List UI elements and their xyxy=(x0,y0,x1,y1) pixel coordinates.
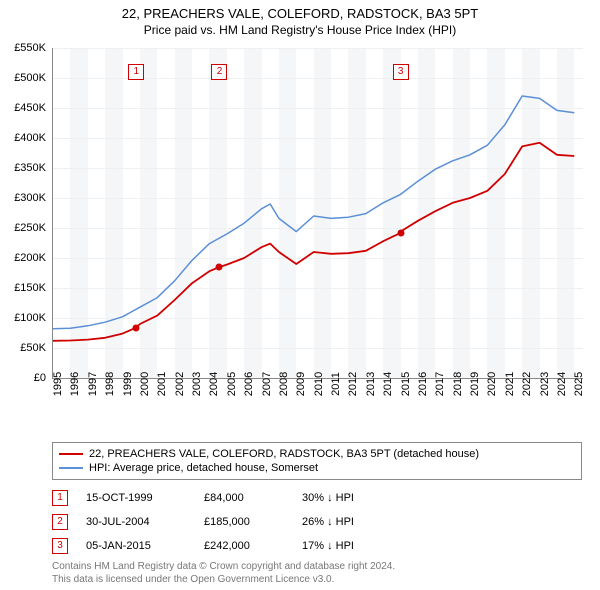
sale-date: 15-OCT-1999 xyxy=(86,492,186,504)
chart-container: 22, PREACHERS VALE, COLEFORD, RADSTOCK, … xyxy=(0,0,600,590)
chart-title: 22, PREACHERS VALE, COLEFORD, RADSTOCK, … xyxy=(0,0,600,23)
x-tick-label: 2022 xyxy=(521,372,533,396)
chart-subtitle: Price paid vs. HM Land Registry's House … xyxy=(0,23,600,41)
x-tick-label: 2025 xyxy=(573,372,585,396)
x-tick-label: 2013 xyxy=(365,372,377,396)
series-hpi xyxy=(53,96,574,329)
x-tick-label: 2007 xyxy=(261,372,273,396)
x-tick-label: 2020 xyxy=(486,372,498,396)
legend-item: 22, PREACHERS VALE, COLEFORD, RADSTOCK, … xyxy=(59,447,575,461)
x-tick-label: 1999 xyxy=(122,372,134,396)
x-tick-label: 1995 xyxy=(52,372,64,396)
x-tick-label: 2010 xyxy=(313,372,325,396)
x-tick-label: 2006 xyxy=(243,372,255,396)
x-tick-label: 2024 xyxy=(556,372,568,396)
x-tick-label: 2000 xyxy=(139,372,151,396)
x-tick-label: 2023 xyxy=(539,372,551,396)
y-tick-label: £400K xyxy=(14,132,46,144)
sale-row-marker: 2 xyxy=(52,514,68,530)
sale-price: £242,000 xyxy=(204,540,284,552)
legend-item: HPI: Average price, detached house, Some… xyxy=(59,461,575,475)
legend-swatch xyxy=(59,453,83,455)
plot-region: 1 2 3 xyxy=(52,48,583,379)
sale-marker-1: 1 xyxy=(128,64,144,80)
x-tick-label: 2016 xyxy=(417,372,429,396)
x-tick-label: 2021 xyxy=(504,372,516,396)
sale-date: 05-JAN-2015 xyxy=(86,540,186,552)
y-tick-label: £300K xyxy=(14,192,46,204)
x-tick-label: 2017 xyxy=(434,372,446,396)
footer-line-2: This data is licensed under the Open Gov… xyxy=(52,574,395,587)
footer-attribution: Contains HM Land Registry data © Crown c… xyxy=(52,561,395,586)
sale-row-marker: 1 xyxy=(52,490,68,506)
y-tick-label: £350K xyxy=(14,162,46,174)
sale-point-3 xyxy=(397,229,404,236)
legend-swatch xyxy=(59,467,83,469)
x-tick-label: 2014 xyxy=(382,372,394,396)
x-tick-label: 1996 xyxy=(69,372,81,396)
sales-table: 1 15-OCT-1999 £84,000 30% ↓ HPI 2 30-JUL-2004… xyxy=(52,486,354,558)
sale-gap: 17% ↓ HPI xyxy=(302,540,354,552)
x-tick-label: 1997 xyxy=(87,372,99,396)
y-tick-label: £550K xyxy=(14,42,46,54)
x-tick-label: 1998 xyxy=(104,372,116,396)
x-tick-label: 2008 xyxy=(278,372,290,396)
sale-row-marker: 3 xyxy=(52,538,68,554)
legend-box: 22, PREACHERS VALE, COLEFORD, RADSTOCK, … xyxy=(52,442,582,480)
sale-point-1 xyxy=(133,324,140,331)
y-tick-label: £250K xyxy=(14,222,46,234)
x-tick-label: 2018 xyxy=(452,372,464,396)
legend-label: 22, PREACHERS VALE, COLEFORD, RADSTOCK, … xyxy=(89,448,479,460)
sale-marker-3: 3 xyxy=(393,64,409,80)
sale-row: 1 15-OCT-1999 £84,000 30% ↓ HPI xyxy=(52,486,354,510)
sale-point-2 xyxy=(216,264,223,271)
x-tick-label: 2015 xyxy=(400,372,412,396)
y-tick-label: £0 xyxy=(34,372,46,384)
chart-area: 1 2 3 1995 1996 1997 1998 1999 2000 2001 2002 2003… xyxy=(52,48,582,408)
legend-label: HPI: Average price, detached house, Some… xyxy=(89,462,318,474)
sale-date: 30-JUL-2004 xyxy=(86,516,186,528)
sale-row: 2 30-JUL-2004 £185,000 26% ↓ HPI xyxy=(52,510,354,534)
y-tick-label: £200K xyxy=(14,252,46,264)
x-tick-label: 2005 xyxy=(226,372,238,396)
sale-marker-2: 2 xyxy=(211,64,227,80)
y-tick-label: £450K xyxy=(14,102,46,114)
y-tick-label: £50K xyxy=(20,342,46,354)
y-tick-label: £100K xyxy=(14,312,46,324)
sale-price: £185,000 xyxy=(204,516,284,528)
series-price_paid xyxy=(53,143,574,341)
y-tick-label: £500K xyxy=(14,72,46,84)
footer-line-1: Contains HM Land Registry data © Crown c… xyxy=(52,561,395,574)
sale-gap: 30% ↓ HPI xyxy=(302,492,354,504)
x-tick-label: 2011 xyxy=(330,372,342,396)
x-tick-label: 2004 xyxy=(208,372,220,396)
y-tick-label: £150K xyxy=(14,282,46,294)
x-tick-label: 2002 xyxy=(174,372,186,396)
x-tick-label: 2003 xyxy=(191,372,203,396)
sale-gap: 26% ↓ HPI xyxy=(302,516,354,528)
x-tick-label: 2012 xyxy=(347,372,359,396)
sale-row: 3 05-JAN-2015 £242,000 17% ↓ HPI xyxy=(52,534,354,558)
x-tick-label: 2009 xyxy=(295,372,307,396)
x-tick-label: 2019 xyxy=(469,372,481,396)
x-tick-label: 2001 xyxy=(156,372,168,396)
sale-price: £84,000 xyxy=(204,492,284,504)
